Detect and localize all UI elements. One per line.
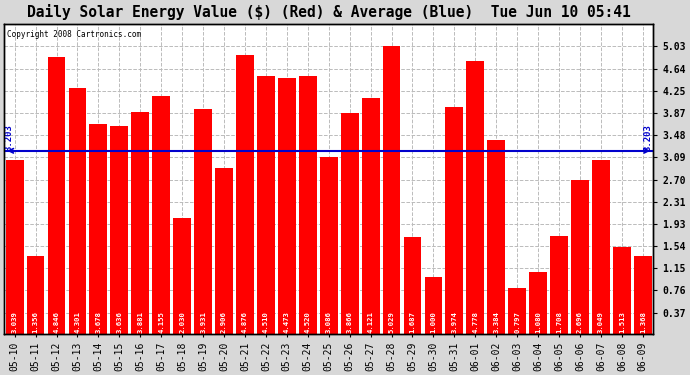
- Bar: [466, 61, 484, 334]
- Text: 3.384: 3.384: [493, 311, 500, 333]
- Bar: [257, 76, 275, 334]
- Text: 2.030: 2.030: [179, 311, 185, 333]
- Bar: [613, 248, 631, 334]
- Bar: [529, 272, 547, 334]
- Text: 4.846: 4.846: [54, 311, 59, 333]
- Text: 3.086: 3.086: [326, 311, 332, 333]
- Text: 1.368: 1.368: [640, 311, 646, 333]
- Text: 4.876: 4.876: [242, 311, 248, 333]
- Text: 4.778: 4.778: [473, 311, 478, 333]
- Bar: [424, 277, 442, 334]
- Text: 3.636: 3.636: [117, 311, 122, 333]
- Text: 0.797: 0.797: [514, 311, 520, 333]
- Bar: [152, 96, 170, 334]
- Bar: [236, 55, 254, 334]
- Bar: [487, 141, 505, 334]
- Bar: [278, 78, 296, 334]
- Text: 4.510: 4.510: [263, 311, 269, 333]
- Bar: [592, 160, 610, 334]
- Text: 2.696: 2.696: [577, 311, 583, 333]
- Text: 3.931: 3.931: [200, 311, 206, 333]
- Bar: [194, 109, 212, 334]
- Bar: [215, 168, 233, 334]
- Text: 3.974: 3.974: [451, 311, 457, 333]
- Bar: [362, 98, 380, 334]
- Text: 1.080: 1.080: [535, 311, 541, 333]
- Bar: [68, 88, 86, 334]
- Text: 3.039: 3.039: [12, 311, 18, 333]
- Text: 4.520: 4.520: [305, 311, 310, 333]
- Bar: [571, 180, 589, 334]
- Bar: [131, 112, 149, 334]
- Text: 4.155: 4.155: [158, 311, 164, 333]
- Bar: [299, 75, 317, 334]
- Bar: [509, 288, 526, 334]
- Text: 1.513: 1.513: [619, 311, 625, 333]
- Bar: [404, 237, 422, 334]
- Text: 3.203: 3.203: [5, 124, 14, 151]
- Text: 4.301: 4.301: [75, 311, 81, 333]
- Bar: [90, 124, 108, 334]
- Text: 1.708: 1.708: [556, 311, 562, 333]
- Bar: [320, 158, 337, 334]
- Text: 4.121: 4.121: [368, 311, 373, 333]
- Bar: [634, 256, 652, 334]
- Text: 2.906: 2.906: [221, 311, 227, 333]
- Bar: [341, 113, 359, 334]
- Title: Daily Solar Energy Value ($) (Red) & Average (Blue)  Tue Jun 10 05:41: Daily Solar Energy Value ($) (Red) & Ave…: [27, 4, 631, 20]
- Bar: [27, 256, 44, 334]
- Text: 1.687: 1.687: [409, 311, 415, 333]
- Text: 4.473: 4.473: [284, 311, 290, 333]
- Text: 3.881: 3.881: [137, 311, 144, 333]
- Bar: [173, 218, 191, 334]
- Text: 3.049: 3.049: [598, 311, 604, 333]
- Text: 5.029: 5.029: [388, 311, 395, 333]
- Text: 3.203: 3.203: [644, 124, 653, 151]
- Text: 1.000: 1.000: [431, 311, 437, 333]
- Bar: [550, 236, 568, 334]
- Text: Copyright 2008 Cartronics.com: Copyright 2008 Cartronics.com: [8, 30, 141, 39]
- Bar: [6, 160, 23, 334]
- Text: 3.866: 3.866: [346, 311, 353, 333]
- Text: 1.356: 1.356: [32, 311, 39, 333]
- Bar: [383, 46, 400, 334]
- Bar: [446, 107, 463, 334]
- Bar: [110, 126, 128, 334]
- Text: 3.678: 3.678: [95, 311, 101, 333]
- Bar: [48, 57, 66, 334]
